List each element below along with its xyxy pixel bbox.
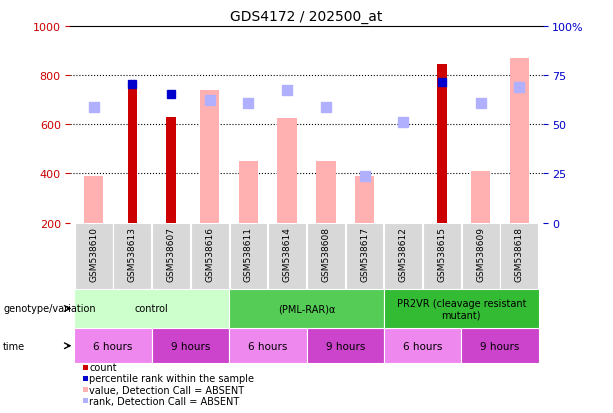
Text: GSM538612: GSM538612 bbox=[398, 226, 408, 281]
Bar bbox=[462, 223, 500, 289]
Text: 9 hours: 9 hours bbox=[480, 341, 520, 351]
Bar bbox=[437, 65, 447, 223]
Bar bbox=[384, 328, 461, 363]
Text: GSM538618: GSM538618 bbox=[515, 226, 524, 281]
Bar bbox=[74, 289, 229, 328]
Text: time: time bbox=[3, 341, 25, 351]
Text: 6 hours: 6 hours bbox=[248, 341, 287, 351]
Text: GSM538614: GSM538614 bbox=[283, 226, 292, 281]
Text: GSM538616: GSM538616 bbox=[205, 226, 215, 281]
Bar bbox=[307, 223, 345, 289]
Text: 6 hours: 6 hours bbox=[403, 341, 442, 351]
Bar bbox=[229, 223, 267, 289]
Text: 9 hours: 9 hours bbox=[326, 341, 365, 351]
Bar bbox=[200, 90, 219, 223]
Bar bbox=[346, 223, 384, 289]
Text: GSM538613: GSM538613 bbox=[128, 226, 137, 281]
Text: 9 hours: 9 hours bbox=[171, 341, 210, 351]
Bar bbox=[128, 85, 137, 223]
Bar bbox=[423, 223, 461, 289]
Bar bbox=[191, 223, 229, 289]
Text: GSM538617: GSM538617 bbox=[360, 226, 369, 281]
Bar bbox=[278, 119, 297, 223]
Text: rank, Detection Call = ABSENT: rank, Detection Call = ABSENT bbox=[89, 396, 240, 406]
Text: control: control bbox=[135, 304, 169, 314]
Bar bbox=[75, 223, 113, 289]
Bar bbox=[461, 328, 539, 363]
Text: GSM538609: GSM538609 bbox=[476, 226, 485, 281]
Bar bbox=[316, 162, 335, 223]
Bar bbox=[152, 328, 229, 363]
Bar bbox=[152, 223, 190, 289]
Bar bbox=[471, 171, 490, 223]
Text: 6 hours: 6 hours bbox=[93, 341, 133, 351]
Text: GSM538608: GSM538608 bbox=[321, 226, 330, 281]
Text: count: count bbox=[89, 363, 117, 373]
Text: GSM538610: GSM538610 bbox=[89, 226, 98, 281]
Text: value, Detection Call = ABSENT: value, Detection Call = ABSENT bbox=[89, 385, 245, 394]
Text: percentile rank within the sample: percentile rank within the sample bbox=[89, 374, 254, 384]
Bar bbox=[113, 223, 151, 289]
Bar bbox=[84, 176, 104, 223]
Bar bbox=[229, 328, 306, 363]
Text: PR2VR (cleavage resistant
mutant): PR2VR (cleavage resistant mutant) bbox=[397, 298, 526, 320]
Title: GDS4172 / 202500_at: GDS4172 / 202500_at bbox=[230, 10, 383, 24]
Bar bbox=[166, 118, 176, 223]
Bar bbox=[500, 223, 538, 289]
Bar bbox=[229, 289, 384, 328]
Bar bbox=[509, 59, 529, 223]
Bar bbox=[268, 223, 306, 289]
Text: GSM538607: GSM538607 bbox=[167, 226, 175, 281]
Bar bbox=[384, 223, 422, 289]
Text: GSM538615: GSM538615 bbox=[438, 226, 446, 281]
Text: (PML-RAR)α: (PML-RAR)α bbox=[278, 304, 335, 314]
Text: genotype/variation: genotype/variation bbox=[3, 304, 96, 314]
Bar bbox=[384, 289, 539, 328]
Bar bbox=[239, 162, 258, 223]
Bar bbox=[74, 328, 152, 363]
Bar bbox=[355, 176, 374, 223]
Bar bbox=[306, 328, 384, 363]
Text: GSM538611: GSM538611 bbox=[244, 226, 253, 281]
